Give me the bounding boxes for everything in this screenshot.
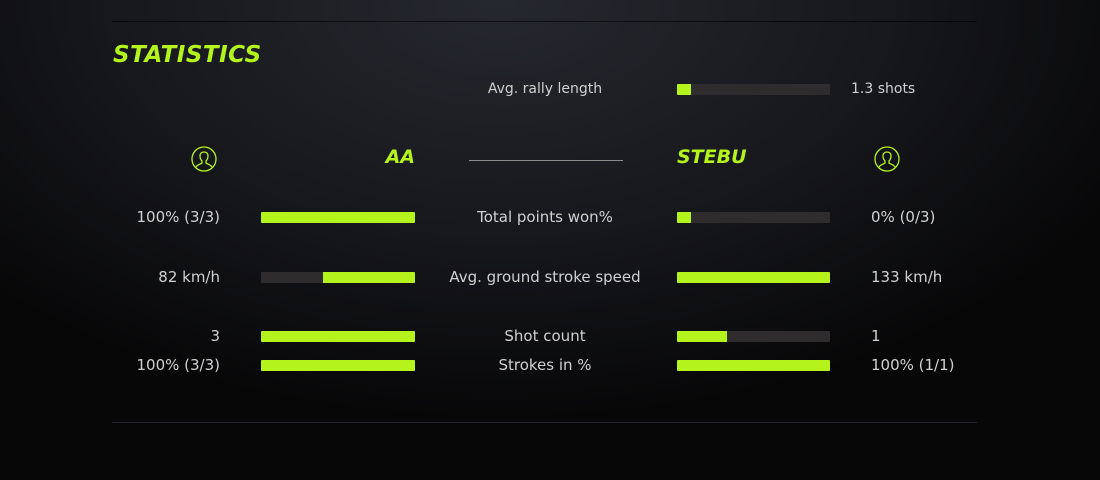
right-player-name: STEBU [677,146,747,168]
right-bar [677,272,830,283]
left-value: 100% (3/3) [136,356,221,374]
stat-label: Shot count [504,327,586,345]
right-bar [677,360,830,371]
left-bar [261,360,415,371]
rally-value: 1.3 shots [851,81,916,97]
right-bar-fill [677,360,830,371]
section-title: STATISTICS [113,42,262,68]
center-divider [469,160,623,161]
user-icon [191,146,217,172]
right-value: 133 km/h [871,268,943,286]
right-bar-fill [677,272,830,283]
top-divider [112,21,977,22]
left-bar [261,331,415,342]
rally-label: Avg. rally length [487,81,603,97]
stat-label: Strokes in % [498,356,592,374]
right-value: 0% (0/3) [871,208,936,226]
user-icon [874,146,900,172]
right-value: 100% (1/1) [871,356,955,374]
left-bar [261,272,415,283]
right-bar [677,212,830,223]
left-bar-fill [261,212,415,223]
left-bar-fill [322,272,415,283]
right-bar [677,331,830,342]
rally-bar [677,84,830,95]
left-value: 3 [210,327,220,345]
right-value: 1 [871,327,881,345]
stat-label: Total points won% [477,208,613,226]
bottom-divider [112,422,977,423]
stat-label: Avg. ground stroke speed [449,268,641,286]
left-bar [261,212,415,223]
rally-bar-fill [677,84,691,95]
left-value: 100% (3/3) [136,208,221,226]
left-bar-fill [261,360,415,371]
left-bar-fill [261,331,415,342]
right-bar-fill [677,331,728,342]
left-value: 82 km/h [158,268,220,286]
right-bar-fill [677,212,691,223]
left-player-name: AA [385,146,415,168]
